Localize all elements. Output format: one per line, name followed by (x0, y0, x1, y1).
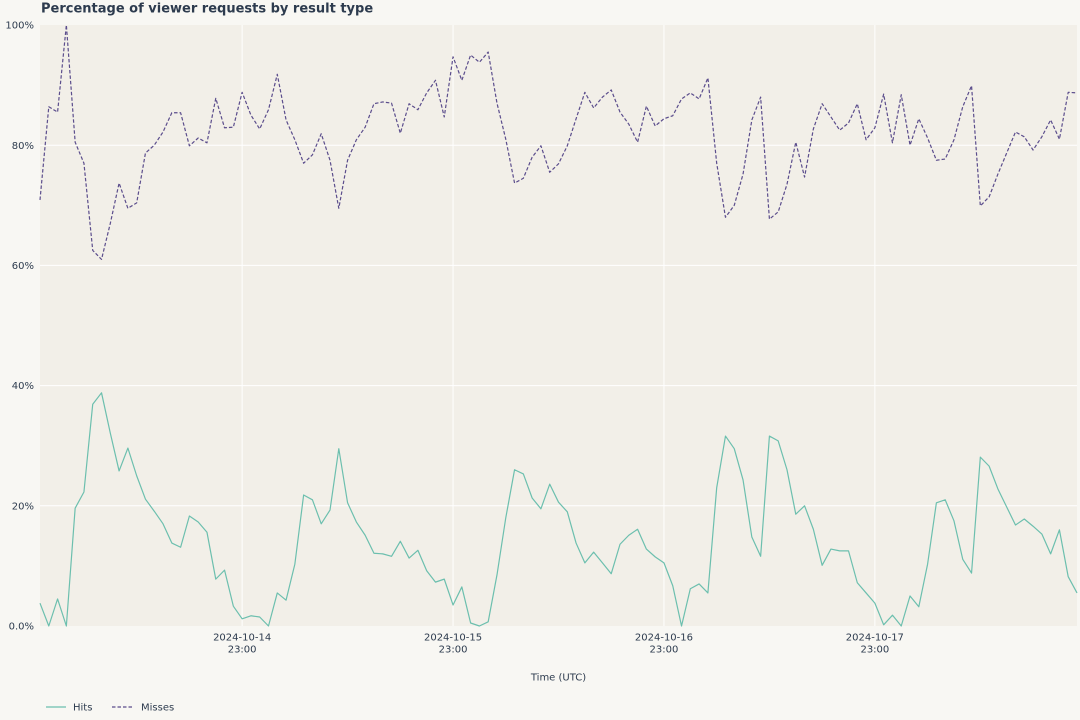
legend-item-misses: Misses (112, 703, 174, 714)
plot-area (40, 25, 1077, 626)
legend-item-hits: Hits (46, 703, 92, 714)
x-tick-label: 2024-10-16 (635, 633, 693, 644)
series-line-misses (39, 24, 1078, 260)
y-tick-label: 20% (12, 501, 34, 512)
y-tick-label: 0.0% (9, 622, 34, 633)
x-tick-sublabel: 23:00 (228, 645, 257, 656)
y-tick-label: 40% (12, 381, 34, 392)
x-tick-label: 2024-10-14 (213, 633, 271, 644)
legend: Hits Misses (46, 703, 174, 714)
x-tick-sublabel: 23:00 (439, 645, 468, 656)
series-lines (39, 24, 1078, 627)
chart-title: Percentage of viewer requests by result … (41, 2, 373, 17)
y-axis: 0.0% 20% 40% 60% 80% 100% (5, 21, 34, 633)
y-tick-label: 80% (12, 141, 34, 152)
x-axis-label: Time (UTC) (530, 673, 586, 684)
series-line-hits (39, 392, 1078, 627)
x-tick-label: 2024-10-17 (846, 633, 904, 644)
gridlines (40, 25, 1077, 626)
x-tick-label: 2024-10-15 (424, 633, 482, 644)
legend-label-misses: Misses (141, 703, 174, 714)
x-axis: 2024-10-1423:002024-10-1523:002024-10-16… (213, 633, 904, 656)
x-tick-sublabel: 23:00 (650, 645, 679, 656)
legend-label-hits: Hits (73, 703, 92, 714)
y-tick-label: 60% (12, 261, 34, 272)
y-tick-label: 100% (5, 21, 34, 32)
x-tick-sublabel: 23:00 (860, 645, 889, 656)
